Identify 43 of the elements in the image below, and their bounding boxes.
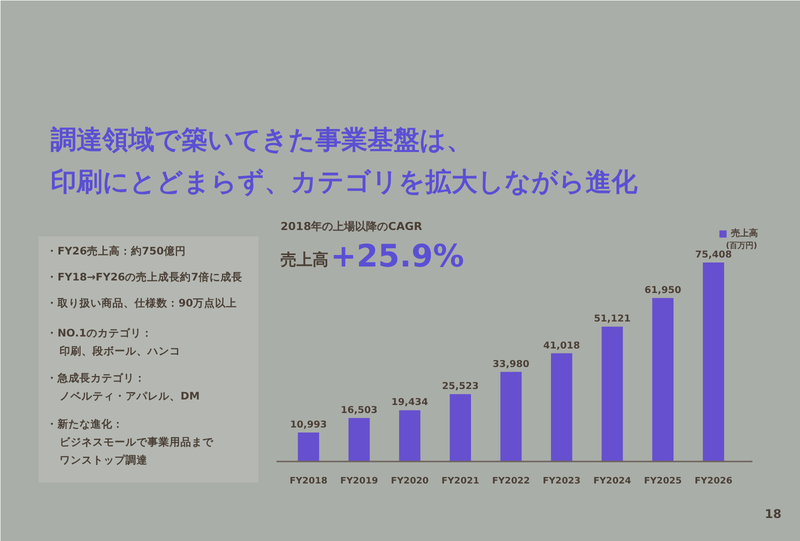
legend-label: 売上高 (731, 227, 758, 240)
data-label: 10,993 (290, 419, 327, 430)
x-tick-label: FY2019 (340, 476, 378, 486)
bar (500, 372, 522, 462)
annotation: +25.9% (330, 238, 464, 274)
text: 18 (764, 507, 782, 521)
text: ・急成長カテゴリ： (46, 372, 146, 384)
bar (399, 410, 420, 462)
text: 印刷、段ボール、ハンコ (60, 344, 180, 358)
bar (550, 353, 572, 462)
text: 2018年の上場以降のCAGR (280, 220, 423, 233)
bar (702, 262, 724, 462)
data-label: 19,434 (391, 397, 428, 408)
text: (百万円) (726, 241, 758, 250)
annotation: 売上高 (280, 250, 328, 269)
text: ・取り扱い商品、仕様数：90万点以上 (46, 296, 238, 310)
bar (602, 326, 623, 462)
data-label: 25,523 (442, 381, 479, 392)
data-label: 16,503 (340, 404, 378, 416)
x-tick-label: FY2022 (492, 476, 530, 486)
text: ・NO.1のカテゴリ： (46, 326, 152, 340)
bar (450, 394, 472, 462)
x-tick-label: FY2023 (542, 476, 580, 486)
text: ・新たな進化： (46, 418, 124, 430)
bar (652, 298, 674, 462)
x-tick-label: FY2021 (442, 476, 480, 486)
data-label: 51,121 (594, 314, 631, 325)
data-label: 61,950 (644, 285, 682, 296)
bar (298, 432, 320, 462)
text: ・FY18→FY26の売上成長約7倍に成長 (46, 270, 242, 284)
chart-title: 調達領域で築いてきた事業基盤は、印刷にとどまらず、カテゴリを拡大しながら進化 (50, 126, 638, 198)
bar (348, 418, 370, 462)
x-tick-label: FY2018 (290, 476, 328, 486)
data-label: 33,980 (492, 358, 530, 370)
data-label: 41,018 (543, 340, 580, 352)
text: ビジネスモールで事業用品までワンストップ調達 (60, 436, 214, 466)
x-tick-label: FY2026 (694, 476, 732, 486)
x-tick-label: FY2024 (593, 476, 632, 486)
text: ノベルティ・アパレル、DM (60, 390, 200, 402)
text: ・FY26売上高：約750億円 (46, 244, 186, 258)
x-tick-label: FY2020 (390, 476, 429, 486)
x-tick-label: FY2025 (644, 476, 682, 486)
data-label: 75,408 (695, 250, 732, 260)
